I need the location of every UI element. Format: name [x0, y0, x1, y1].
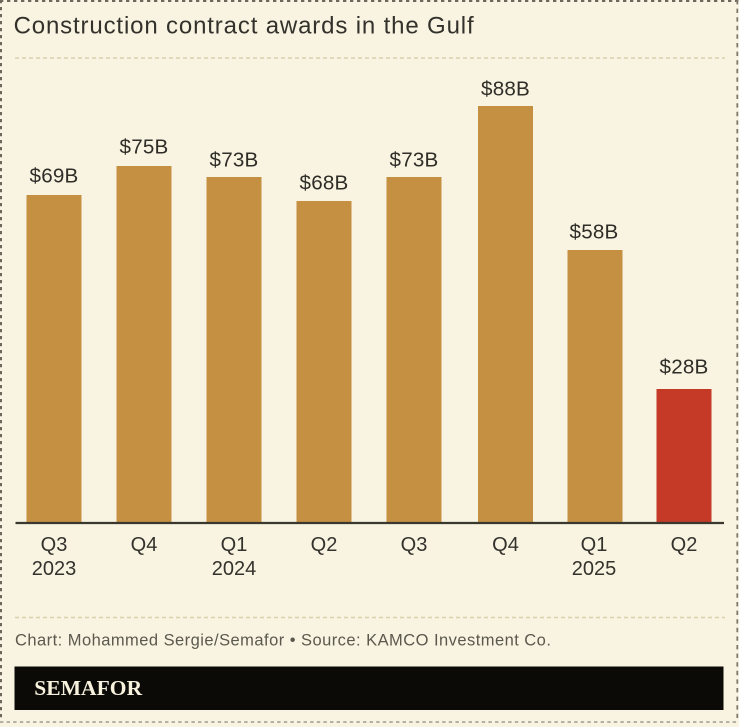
svg-text:$88B: $88B — [481, 78, 530, 101]
svg-text:Q3: Q3 — [41, 534, 68, 556]
svg-text:$69B: $69B — [30, 165, 79, 188]
svg-text:Q2: Q2 — [671, 534, 698, 556]
svg-text:$75B: $75B — [120, 136, 169, 159]
svg-text:$68B: $68B — [300, 172, 349, 195]
svg-text:SEMAFOR: SEMAFOR — [34, 676, 142, 700]
svg-text:Chart: Mohammed Sergie/Semafor: Chart: Mohammed Sergie/Semafor • Source:… — [15, 631, 551, 649]
svg-text:$58B: $58B — [570, 221, 619, 244]
svg-text:2025: 2025 — [572, 558, 617, 580]
svg-text:Q3: Q3 — [401, 534, 428, 556]
svg-text:$73B: $73B — [390, 149, 439, 172]
svg-text:$73B: $73B — [210, 149, 259, 172]
svg-text:Q4: Q4 — [131, 534, 158, 556]
svg-text:2023: 2023 — [32, 558, 77, 580]
svg-text:Construction contract awards i: Construction contract awards in the Gulf — [14, 13, 475, 40]
svg-text:Q1: Q1 — [221, 534, 248, 556]
svg-text:2024: 2024 — [212, 558, 257, 580]
svg-text:$28B: $28B — [660, 356, 709, 379]
svg-text:Q4: Q4 — [492, 534, 519, 556]
svg-text:Q2: Q2 — [311, 534, 338, 556]
svg-text:Q1: Q1 — [581, 534, 608, 556]
